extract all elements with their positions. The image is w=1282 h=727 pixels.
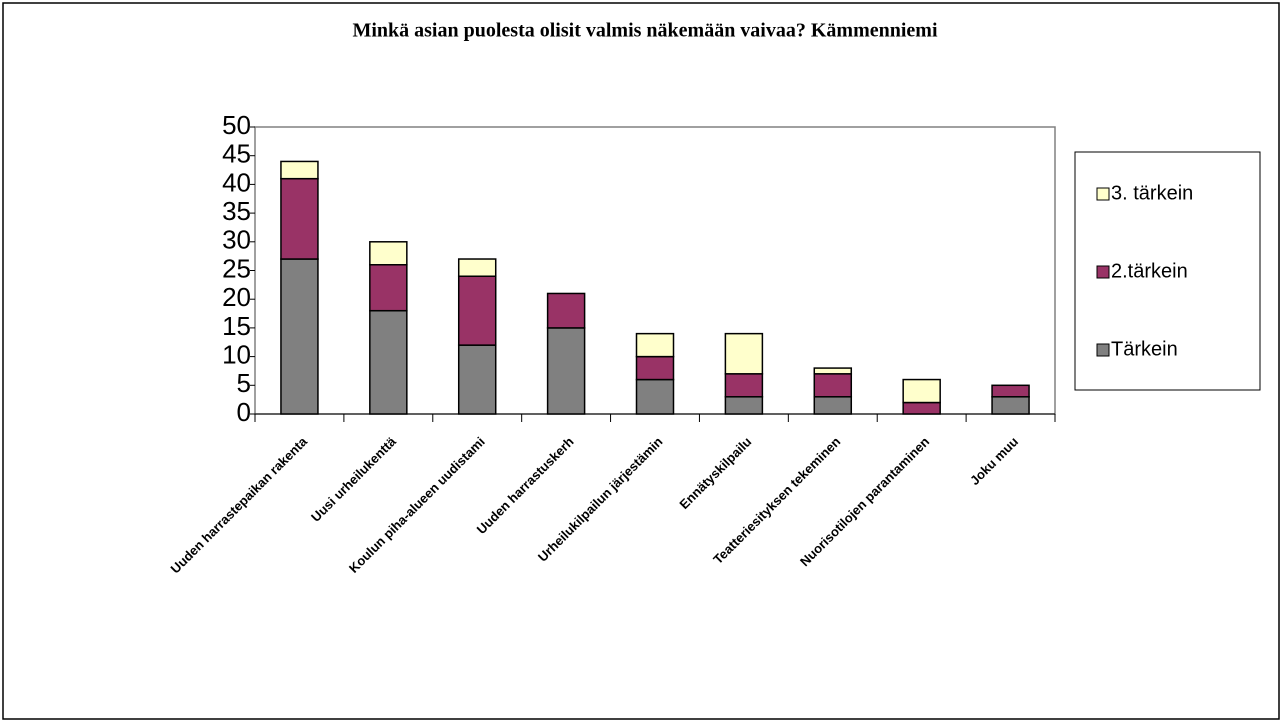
bar-segment [369, 264, 408, 312]
bar-segment [813, 396, 853, 415]
y-tick-label: 35 [222, 196, 251, 226]
bar-segment [280, 177, 319, 260]
y-tick-label: 0 [237, 397, 251, 427]
bar-segment [369, 241, 408, 266]
legend-swatch [1096, 187, 1110, 201]
y-tick-label: 45 [222, 139, 251, 169]
y-tick-label: 20 [222, 282, 251, 312]
bar-segment [369, 309, 408, 415]
y-tick-label: 5 [237, 368, 251, 398]
bar-segment [991, 384, 1030, 398]
legend-label: 2.tärkein [1111, 260, 1188, 282]
y-tick-label: 15 [222, 311, 251, 341]
bar-segment [724, 373, 764, 398]
bar-segment [813, 367, 853, 375]
bar-segment [724, 332, 764, 375]
bar-segment [902, 378, 941, 404]
legend-label: Tärkein [1111, 338, 1178, 360]
legend-label: 3. tärkein [1111, 182, 1193, 204]
y-tick-label: 10 [222, 339, 251, 369]
bar-segment [991, 396, 1030, 415]
bar-segment [280, 160, 319, 180]
bar-segment [280, 258, 319, 415]
y-tick-label: 25 [222, 253, 251, 283]
chart-title: Minkä asian puolesta olisit valmis näkem… [352, 20, 937, 42]
bar-segment [635, 378, 675, 415]
bar-segment [457, 275, 497, 346]
bar-segment [546, 292, 586, 329]
bar-segment [902, 401, 941, 415]
bar-segment [546, 327, 586, 415]
bar-segment [457, 258, 497, 277]
legend-swatch [1096, 343, 1110, 357]
legend-swatch [1096, 265, 1110, 279]
y-tick-label: 50 [222, 110, 251, 140]
bar-segment [813, 373, 853, 398]
y-tick-label: 30 [222, 225, 251, 255]
bar-segment [724, 396, 764, 415]
bar-segment [635, 332, 675, 358]
bar-segment [457, 344, 497, 415]
bar-segment [635, 355, 675, 381]
y-tick-label: 40 [222, 167, 251, 197]
